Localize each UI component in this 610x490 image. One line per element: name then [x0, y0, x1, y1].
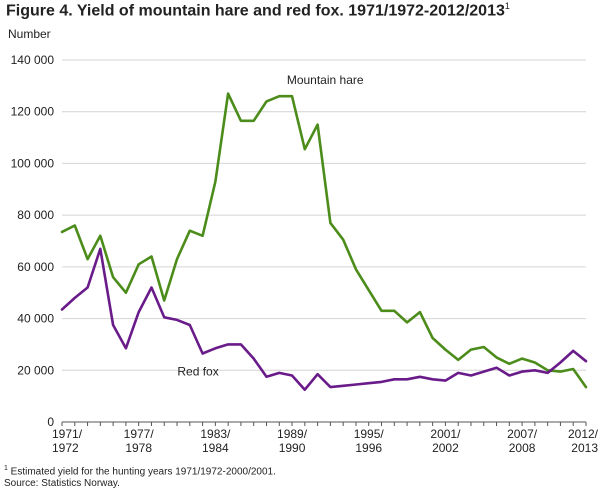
- chart-title: Figure 4. Yield of mountain hare and red…: [6, 1, 510, 20]
- x-tick-label: 1983/: [200, 427, 231, 441]
- x-tick-label: 1978: [125, 441, 152, 455]
- x-tick-label: 1972: [52, 441, 79, 455]
- x-tick-label: 1990: [279, 441, 306, 455]
- y-tick-label: 80 000: [17, 208, 54, 222]
- x-tick-label: 1971/: [52, 427, 83, 441]
- y-tick-label: 60 000: [17, 260, 54, 274]
- y-tick-label: 100 000: [11, 156, 55, 170]
- chart-title-text: Figure 4. Yield of mountain hare and red…: [6, 2, 505, 20]
- x-tick-label: 1984: [202, 441, 229, 455]
- series-line-mountain-hare: [60, 92, 588, 389]
- footnote-marker: 1: [4, 465, 8, 472]
- x-axis: 1971/1972 1977/1978 1983/1984 1989/1990 1995…: [52, 421, 599, 455]
- x-tick-label: 2013: [571, 441, 598, 455]
- series-labels: Mountain hare Red fox: [177, 73, 364, 379]
- y-tick-label: 20 000: [17, 363, 54, 377]
- gridlines: [62, 59, 586, 371]
- x-tick-label: 1989/: [277, 427, 308, 441]
- source-note: Source: Statistics Norway.: [4, 478, 120, 490]
- series-label-red-fox: Red fox: [177, 365, 218, 379]
- footnote-text: Estimated yield for the hunting years 19…: [7, 466, 276, 478]
- x-tick-label: 1995/: [354, 427, 385, 441]
- series-line-red-fox: [60, 247, 588, 392]
- series-label-mountain-hare: Mountain hare: [287, 73, 364, 87]
- x-tick-label: 2012/: [568, 427, 599, 441]
- y-axis-label: Number: [8, 27, 51, 41]
- x-tick-label: 1977/: [124, 427, 155, 441]
- y-tick-label: 40 000: [17, 312, 54, 326]
- x-tick-label: 2001/: [430, 427, 461, 441]
- line-chart: 0 20 000 40 000 60 000 80 000 100 000 120 000 1…: [11, 53, 599, 455]
- x-tick-label: 2008: [509, 441, 536, 455]
- x-tick-label: 1996: [355, 441, 382, 455]
- y-tick-label: 120 000: [11, 105, 55, 119]
- y-tick-label: 140 000: [11, 53, 55, 67]
- footnote: 1 Estimated yield for the hunting years …: [4, 463, 276, 490]
- footnote-estimate: 1 Estimated yield for the hunting years …: [4, 463, 276, 478]
- x-tick-label: 2007/: [507, 427, 538, 441]
- x-tick-label: 2002: [432, 441, 459, 455]
- title-footnote-marker: 1: [504, 1, 510, 11]
- y-tick-label: 0: [47, 415, 54, 429]
- series-lines: [60, 92, 588, 392]
- y-tick-labels: 0 20 000 40 000 60 000 80 000 100 000 120 000 1…: [11, 53, 55, 429]
